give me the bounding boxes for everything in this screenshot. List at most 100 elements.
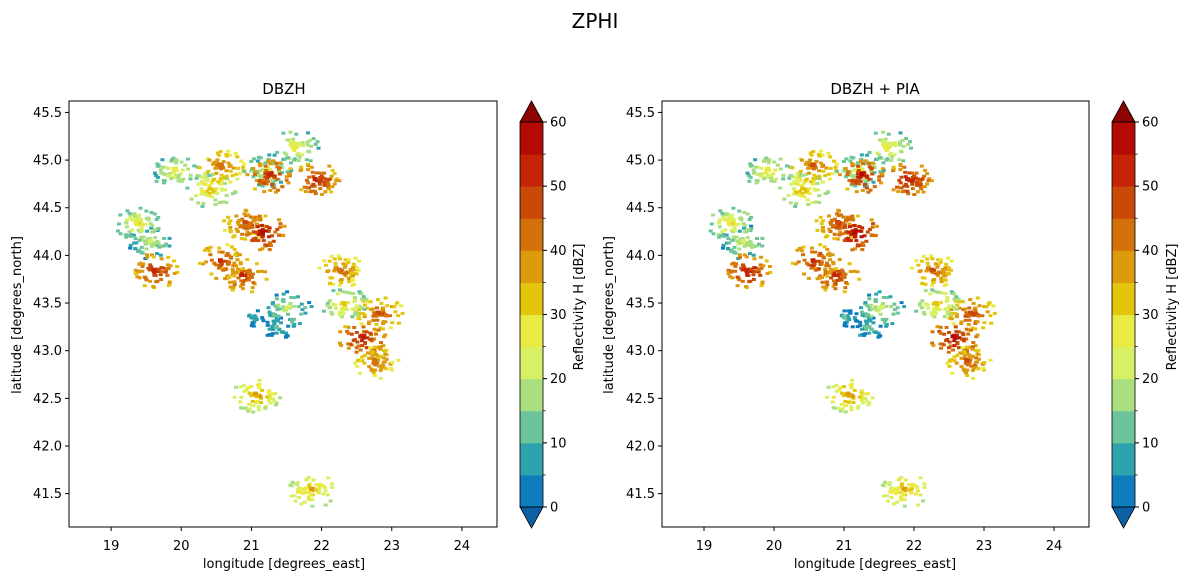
echo-cell	[708, 206, 754, 239]
echo-cell-core	[933, 301, 938, 305]
colorbar-level	[520, 154, 543, 187]
panel-dbzh-pia: DBZH + PIA longitude [degrees_east] lati…	[602, 80, 1180, 572]
echo-cell-core	[968, 310, 973, 315]
echo-cell	[909, 254, 954, 287]
echo-cell	[152, 156, 200, 185]
echo-cell-core	[866, 324, 872, 329]
echo-cell	[266, 290, 314, 328]
colorbar-level	[1112, 346, 1135, 380]
colorbar-tick-label: 10	[1142, 436, 1159, 451]
echo-cell-core	[765, 167, 770, 172]
echo-cell	[240, 214, 287, 252]
echo-cell-core	[260, 229, 265, 234]
echo-cell-core	[859, 172, 865, 177]
echo-cell-core	[217, 258, 223, 263]
echo-cell-core	[744, 267, 749, 272]
echo-cell	[272, 130, 321, 165]
colorbar-level	[520, 410, 543, 444]
x-tick-label: 20	[766, 539, 783, 554]
echo-cell-core	[800, 186, 805, 191]
echo-cell-core	[842, 315, 847, 320]
x-tick-label: 21	[243, 539, 260, 554]
colorbar-level	[1112, 122, 1135, 155]
x-tick-label: 22	[313, 539, 330, 554]
echo-cell	[128, 226, 172, 260]
colorbar-level	[520, 186, 543, 219]
echo-cell-core	[964, 358, 970, 363]
x-tick-label: 23	[976, 539, 993, 554]
echo-cell	[945, 345, 993, 380]
colorbar-tick-label: 0	[1142, 501, 1150, 516]
figure-suptitle: ZPHI	[572, 9, 619, 33]
echo-cell	[914, 288, 961, 319]
y-tick-label: 43.0	[626, 344, 655, 359]
echo-cell	[298, 162, 342, 196]
echo-cell	[115, 206, 161, 239]
colorbar-tick-label: 40	[1142, 244, 1159, 259]
echo-cell	[778, 171, 830, 208]
y-tick-label: 44.0	[33, 249, 62, 264]
echo-cell-core	[133, 220, 139, 224]
colorbar-tick-label: 30	[550, 308, 567, 323]
y-axis-label: latitude [degrees_north]	[602, 236, 617, 394]
y-tick-label: 42.5	[626, 392, 655, 407]
colorbar-tick-label: 40	[550, 244, 567, 259]
colorbar-level	[520, 474, 543, 508]
echo-cell	[288, 476, 335, 508]
echo-cell-core	[852, 229, 858, 234]
echo-cell	[726, 253, 773, 290]
x-tick-label: 19	[103, 539, 120, 554]
echo-cell-core	[242, 220, 248, 224]
echo-cell-core	[877, 305, 882, 310]
colorbar-level	[1112, 250, 1135, 283]
echo-cell-core	[340, 301, 346, 305]
echo-cell-core	[358, 334, 364, 339]
echo-cell-core	[207, 186, 213, 191]
echo-cell-core	[249, 315, 255, 320]
y-tick-label: 43.5	[33, 297, 62, 312]
echo-cell-core	[929, 267, 935, 272]
x-tick-label: 24	[1046, 539, 1063, 554]
y-tick-label: 43.0	[33, 344, 62, 359]
y-tick-label: 41.5	[626, 487, 655, 502]
echo-cell-core	[291, 143, 297, 148]
echo-cell	[880, 476, 927, 508]
echo-cell	[355, 296, 405, 333]
y-tick-label: 44.5	[626, 201, 655, 216]
colorbar-tick-label: 10	[550, 436, 567, 451]
x-tick-label: 23	[383, 539, 400, 554]
echo-cell	[353, 345, 401, 380]
echo-cell	[891, 162, 934, 196]
echo-cell-core	[950, 334, 956, 339]
colorbar-level	[1112, 186, 1135, 219]
echo-cell-core	[147, 239, 153, 244]
x-axis-label: longitude [degrees_east]	[794, 557, 956, 572]
x-axis-label: longitude [degrees_east]	[203, 557, 365, 572]
echo-cell	[930, 320, 980, 355]
echo-cell	[245, 159, 293, 194]
y-tick-label: 42.0	[33, 439, 62, 454]
colorbar-extend-min	[519, 506, 544, 529]
echo-cell-core	[884, 143, 889, 148]
echo-cell	[790, 243, 838, 280]
echo-cell-core	[831, 272, 837, 277]
y-tick-label: 45.0	[626, 154, 655, 169]
echo-cell-core	[845, 391, 851, 396]
echo-cell-core	[375, 310, 381, 315]
echo-cell	[317, 254, 362, 287]
panel-title: DBZH	[262, 80, 305, 98]
radar-echo-field	[115, 130, 405, 508]
echo-cell	[832, 214, 879, 252]
echo-cell-core	[337, 267, 343, 272]
colorbar-label: Reflectivity H [dBZ]	[572, 244, 587, 371]
colorbar-tick-label: 0	[550, 501, 558, 516]
y-tick-label: 42.5	[33, 392, 62, 407]
echo-cell-core	[810, 258, 816, 263]
echo-cell-core	[217, 162, 223, 167]
x-tick-label: 24	[454, 539, 471, 554]
y-tick-label: 45.5	[626, 106, 655, 121]
echo-cell	[265, 316, 290, 339]
echo-cell	[839, 309, 859, 328]
x-tick-label: 19	[696, 539, 713, 554]
colorbar-level	[520, 282, 543, 315]
